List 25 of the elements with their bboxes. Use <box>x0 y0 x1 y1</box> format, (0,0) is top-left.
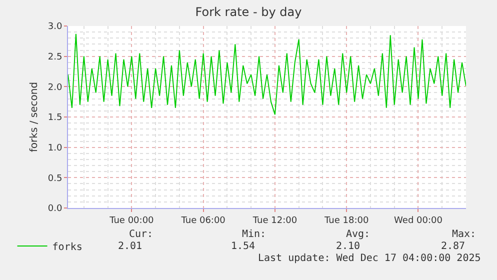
x-tick-label: Wed 00:00 <box>394 216 443 226</box>
line-series <box>68 33 466 116</box>
text: 2.87 <box>441 241 466 252</box>
y-tick-label: 0.0 <box>48 204 62 214</box>
text: 2.01 <box>118 241 142 252</box>
y-axis-title: forks / second <box>28 82 40 152</box>
x-tick-label: Tue 06:00 <box>180 216 226 226</box>
legend-label: forks <box>52 242 82 253</box>
x-tick-label: Tue 18:00 <box>324 216 369 226</box>
text: Avg: <box>346 229 370 240</box>
text: Min: <box>242 229 266 240</box>
chart-title: Fork rate - by day <box>195 5 302 20</box>
text: 1.54 <box>231 241 256 252</box>
text: Cur: <box>129 229 154 240</box>
text: 2.10 <box>336 241 360 252</box>
x-tick-label: Tue 00:00 <box>108 216 154 226</box>
y-tick-label: 2.5 <box>48 52 62 62</box>
text: Last update: Wed Dec 17 04:00:00 2025 <box>258 253 481 264</box>
y-tick-label: 1.5 <box>48 113 62 124</box>
y-tick-label: 2.0 <box>48 82 62 93</box>
y-tick-label: 0.5 <box>48 174 62 184</box>
text: Max: <box>452 229 476 240</box>
y-tick-label: 3.0 <box>48 22 62 32</box>
y-tick-label: 1.0 <box>48 143 62 154</box>
x-tick-label: Tue 12:00 <box>252 216 298 226</box>
